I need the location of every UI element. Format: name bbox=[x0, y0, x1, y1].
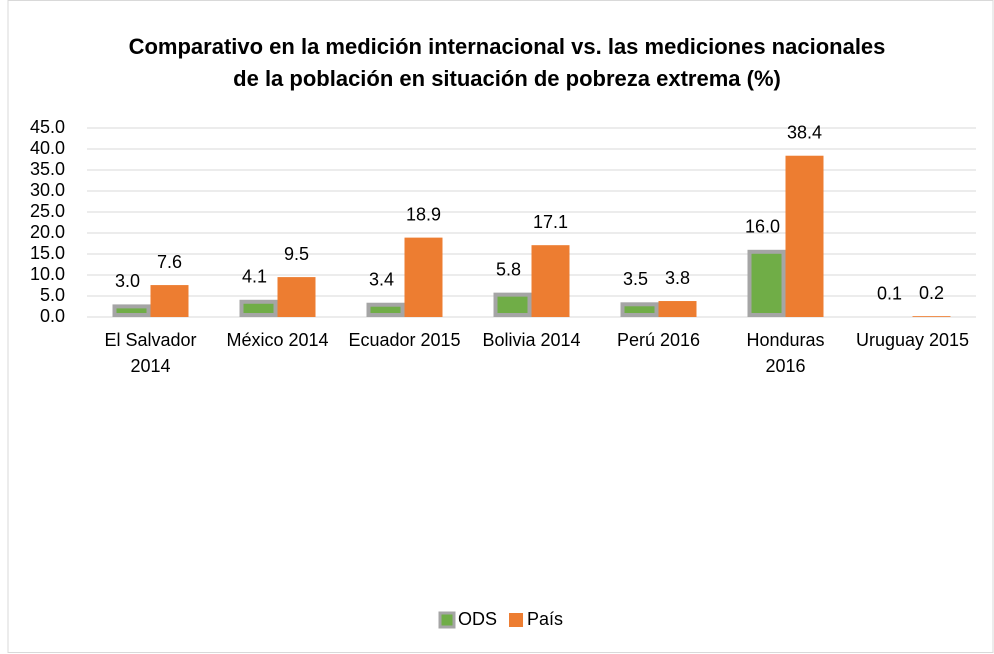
y-tick-label: 25.0 bbox=[30, 201, 65, 221]
y-tick-label: 20.0 bbox=[30, 222, 65, 242]
data-label: 7.6 bbox=[157, 252, 182, 272]
chart-border bbox=[7, 0, 994, 653]
bar bbox=[277, 277, 316, 317]
data-label: 3.4 bbox=[369, 269, 394, 289]
data-label: 3.0 bbox=[115, 271, 140, 291]
x-tick-label: Honduras 2016 bbox=[746, 330, 824, 376]
bar bbox=[531, 245, 570, 317]
data-label: 5.8 bbox=[496, 259, 521, 279]
x-tick-label: Ecuador 2015 bbox=[348, 330, 460, 350]
bar bbox=[493, 292, 532, 318]
data-label: 16.0 bbox=[745, 217, 780, 237]
data-label: 17.1 bbox=[533, 212, 568, 232]
bar bbox=[658, 301, 697, 317]
y-tick-label: 10.0 bbox=[30, 264, 65, 284]
bar bbox=[620, 302, 659, 317]
y-tick-label: 5.0 bbox=[40, 285, 65, 305]
x-tick-label: El Salvador 2014 bbox=[104, 330, 196, 376]
x-tick-label: México 2014 bbox=[226, 330, 328, 350]
bar bbox=[239, 299, 278, 317]
y-tick-label: 35.0 bbox=[30, 159, 65, 179]
chart-title: Comparativo en la medición internacional… bbox=[129, 34, 886, 91]
bar bbox=[366, 302, 405, 318]
bar bbox=[785, 155, 824, 317]
data-label: 0.2 bbox=[919, 283, 944, 303]
data-label: 9.5 bbox=[284, 244, 309, 264]
bar bbox=[747, 249, 786, 318]
data-label: 3.8 bbox=[665, 268, 690, 288]
x-tick-label: Bolivia 2014 bbox=[482, 330, 580, 350]
data-label: 3.5 bbox=[623, 269, 648, 289]
data-label: 18.9 bbox=[406, 204, 441, 224]
data-label: 4.1 bbox=[242, 267, 267, 287]
y-tick-label: 0.0 bbox=[40, 306, 65, 326]
bar bbox=[912, 316, 951, 317]
x-tick-label: Perú 2016 bbox=[617, 330, 700, 350]
legend-label: País bbox=[527, 609, 563, 629]
data-label: 38.4 bbox=[787, 122, 822, 142]
y-tick-label: 45.0 bbox=[30, 117, 65, 137]
y-tick-label: 15.0 bbox=[30, 243, 65, 263]
y-tick-label: 40.0 bbox=[30, 138, 65, 158]
x-tick-label: Uruguay 2015 bbox=[856, 330, 969, 350]
bar bbox=[404, 237, 443, 317]
legend-swatch bbox=[509, 613, 524, 627]
legend-label: ODS bbox=[458, 609, 497, 629]
legend-swatch bbox=[438, 611, 456, 629]
bar bbox=[150, 285, 189, 317]
bar bbox=[112, 304, 151, 317]
y-tick-label: 30.0 bbox=[30, 180, 65, 200]
data-label: 0.1 bbox=[877, 283, 902, 303]
